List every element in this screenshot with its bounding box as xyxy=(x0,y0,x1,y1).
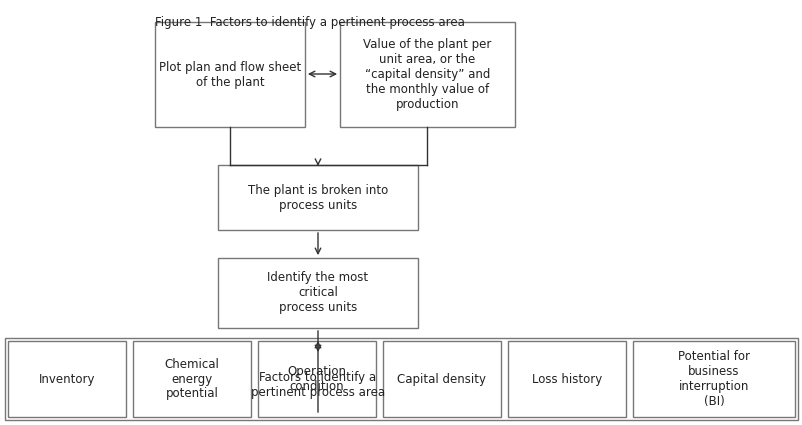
Text: Potential for
business
interruption
(BI): Potential for business interruption (BI) xyxy=(677,350,749,408)
Bar xyxy=(508,341,626,417)
Text: Chemical
energy
potential: Chemical energy potential xyxy=(164,357,219,400)
Text: Capital density: Capital density xyxy=(397,372,486,385)
Bar xyxy=(632,341,794,417)
Bar xyxy=(339,22,514,127)
Bar xyxy=(217,355,418,415)
Bar xyxy=(155,22,305,127)
Text: Figure 1  Factors to identify a pertinent process area: Figure 1 Factors to identify a pertinent… xyxy=(155,16,464,29)
Text: Loss history: Loss history xyxy=(531,372,602,385)
Bar xyxy=(5,338,797,420)
Text: Value of the plant per
unit area, or the
“capital density” and
the monthly value: Value of the plant per unit area, or the… xyxy=(363,38,491,111)
Text: Factors to identify a
pertinent process area: Factors to identify a pertinent process … xyxy=(250,371,385,399)
Bar xyxy=(217,258,418,328)
Text: Inventory: Inventory xyxy=(38,372,95,385)
Text: Plot plan and flow sheet
of the plant: Plot plan and flow sheet of the plant xyxy=(159,60,301,88)
Bar xyxy=(383,341,500,417)
Bar xyxy=(257,341,375,417)
Bar xyxy=(8,341,126,417)
Bar xyxy=(217,165,418,230)
Bar xyxy=(133,341,251,417)
Text: Identify the most
critical
process units: Identify the most critical process units xyxy=(267,272,368,314)
Text: The plant is broken into
process units: The plant is broken into process units xyxy=(248,184,387,212)
Text: Operation
condition: Operation condition xyxy=(287,365,346,393)
